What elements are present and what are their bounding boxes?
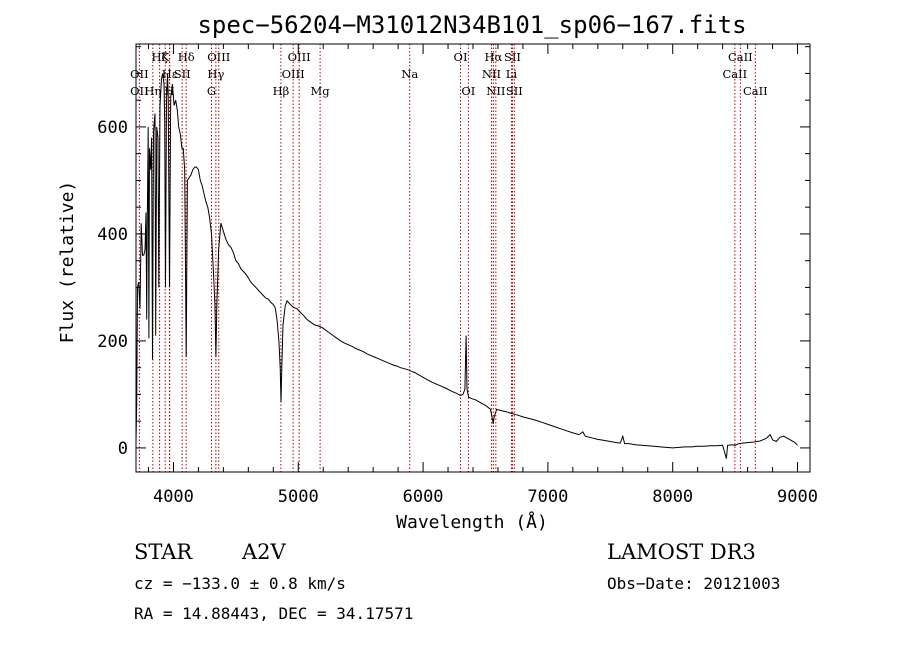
axis-ticks	[136, 44, 810, 472]
spectral-line-label: OIII	[282, 67, 305, 81]
spectral-line-label: OI	[461, 84, 475, 98]
y-tick-label: 200	[97, 332, 128, 352]
redshift-cz: cz = −133.0 ± 0.8 km/s	[134, 574, 346, 593]
spectral-line-label: CaII	[728, 50, 753, 64]
x-axis-label: Wavelength (Å)	[396, 511, 548, 533]
x-tick-label: 4000	[153, 487, 194, 507]
spectral-line-label: Hδ	[178, 50, 195, 64]
spectral-line-label: OIII	[207, 50, 230, 64]
spectral-line-label: OIII	[288, 50, 311, 64]
spectral-line-label: K	[161, 50, 170, 64]
spectral-line-label: CaII	[722, 67, 747, 81]
x-tick-label: 8000	[652, 487, 693, 507]
y-tick-label: 400	[97, 225, 128, 245]
object-subclass: A2V	[241, 540, 287, 564]
observation-date: Obs−Date: 20121003	[607, 574, 780, 593]
axis-tick-labels: 4000 5000 6000 7000 8000 9000 0 200 400 600	[97, 118, 818, 507]
coordinates: RA = 14.88443, DEC = 34.17571	[134, 604, 413, 623]
y-tick-label: 0	[118, 439, 128, 459]
spectral-line-label: Mg	[311, 84, 331, 98]
plot-frame	[135, 43, 811, 473]
x-tick-label: 9000	[777, 487, 818, 507]
spectral-line-label: H	[164, 84, 174, 98]
spectral-line-label: Hη	[144, 84, 161, 98]
spectrum-line	[135, 73, 798, 459]
spectral-line-label: Hα	[484, 50, 502, 64]
spectral-line-label: NII	[486, 84, 505, 98]
spectral-line-label: NII	[482, 67, 501, 81]
chart-title: spec−56204−M31012N34B101_sp06−167.fits	[197, 11, 746, 39]
spectral-line-label: G	[207, 84, 216, 98]
spectral-line-label: SII	[174, 67, 191, 81]
spectral-line-label: OI	[454, 50, 468, 64]
x-tick-label: 6000	[403, 487, 444, 507]
spectral-line-label: Li	[506, 67, 518, 81]
survey-name: LAMOST DR3	[607, 540, 756, 564]
spectral-line-label: Hε	[162, 67, 178, 81]
spectral-line-label: Na	[401, 67, 418, 81]
y-axis-label: Flux (relative)	[57, 181, 78, 344]
y-tick-label: 600	[97, 118, 128, 138]
spectral-line-label: SII	[506, 84, 523, 98]
spectral-line-markers	[138, 44, 756, 472]
spectral-line-label: OII	[130, 84, 149, 98]
spectral-line-label: SII	[504, 50, 521, 64]
spectral-line-label: Hγ	[207, 67, 224, 81]
object-class: STAR	[134, 540, 193, 564]
spectral-line-label: CaII	[743, 84, 768, 98]
x-tick-label: 5000	[278, 487, 319, 507]
spectral-line-label: Hζ	[151, 50, 167, 64]
spectral-line-label: Hβ	[273, 84, 290, 98]
x-tick-label: 7000	[527, 487, 568, 507]
spectral-line-label: OII	[130, 67, 149, 81]
